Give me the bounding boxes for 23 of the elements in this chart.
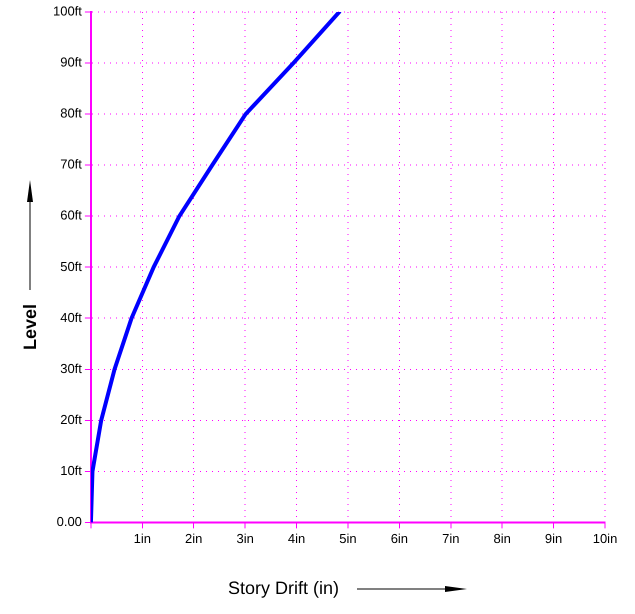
y-tick-label: 100ft <box>52 4 82 19</box>
y-tick-label: 30ft <box>60 360 82 376</box>
y-axis-title: Level <box>20 304 40 350</box>
y-tick-label: 0.00 <box>56 514 82 529</box>
x-tick-label: 6in <box>390 530 408 546</box>
x-tick-label: 2in <box>185 530 202 546</box>
x-tick-label: 1in <box>134 530 151 546</box>
x-tick-label: 4in <box>288 530 306 546</box>
x-tick-label: 3in <box>236 530 254 546</box>
x-tick-label: 5in <box>339 530 357 546</box>
x-tick-label: 9in <box>544 530 562 546</box>
y-tick-label: 70ft <box>60 156 82 172</box>
x-tick-label: 8in <box>494 530 511 546</box>
x-tick-label: 7in <box>442 530 460 546</box>
y-tick-label: 40ft <box>60 310 82 325</box>
y-tick-label: 90ft <box>60 54 82 70</box>
y-tick-label: 80ft <box>60 106 82 121</box>
y-tick-label: 10ft <box>60 462 82 478</box>
y-tick-label: 60ft <box>60 208 82 223</box>
x-axis-title: Story Drift (in) <box>228 578 339 599</box>
y-tick-label: 50ft <box>60 258 82 274</box>
x-tick-label: 10in <box>592 530 618 546</box>
y-tick-label: 20ft <box>60 412 82 427</box>
